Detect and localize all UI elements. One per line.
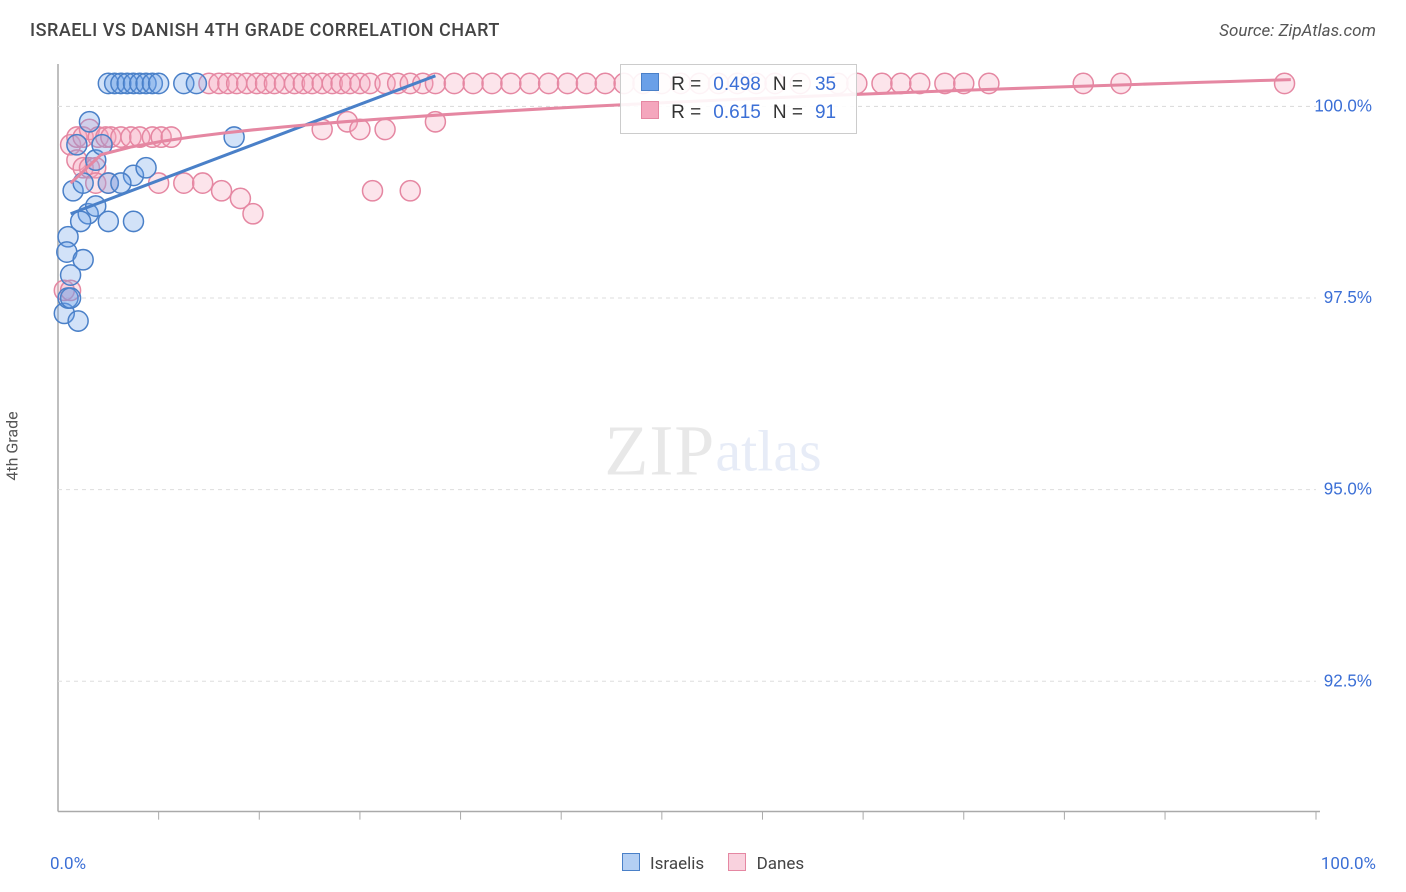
legend: Israelis Danes: [0, 853, 1406, 874]
stats-n-value-1: 91: [809, 99, 842, 127]
swatch-danes: [641, 101, 659, 119]
legend-label-israelis: Israelis: [650, 854, 704, 874]
chart-area: 92.5%95.0%97.5%100.0% ZIPatlas R = 0.498…: [50, 60, 1376, 842]
stats-r-label-1: R =: [665, 99, 707, 127]
swatch-israelis: [641, 73, 659, 91]
correlation-stats-box: R = 0.498 N = 35 R = 0.615 N = 91: [620, 64, 857, 134]
scatter-plot: 92.5% 95.0% 97.5% 100.0%: [50, 60, 1376, 842]
stats-table: R = 0.498 N = 35 R = 0.615 N = 91: [635, 71, 842, 127]
stats-row-danes: R = 0.615 N = 91: [635, 99, 842, 127]
svg-text:92.5%: 92.5%: [1324, 670, 1372, 690]
stats-r-value-1: 0.615: [707, 99, 767, 127]
stats-r-value-0: 0.498: [707, 71, 767, 99]
svg-text:100.0%: 100.0%: [1314, 95, 1372, 115]
chart-title: ISRAELI VS DANISH 4TH GRADE CORRELATION …: [30, 20, 500, 41]
stats-row-israelis: R = 0.498 N = 35: [635, 71, 842, 99]
legend-label-danes: Danes: [757, 854, 805, 874]
stats-n-value-0: 35: [809, 71, 842, 99]
stats-n-label: N =: [767, 71, 809, 99]
svg-text:97.5%: 97.5%: [1324, 287, 1372, 307]
y-axis-label: 4th Grade: [3, 411, 22, 480]
legend-swatch-danes: [728, 853, 746, 871]
stats-r-label: R =: [665, 71, 707, 99]
legend-swatch-israelis: [622, 853, 640, 871]
source-label: Source: ZipAtlas.com: [1219, 21, 1376, 41]
stats-n-label-1: N =: [767, 99, 809, 127]
chart-header: ISRAELI VS DANISH 4TH GRADE CORRELATION …: [0, 0, 1406, 51]
svg-text:95.0%: 95.0%: [1324, 479, 1372, 499]
